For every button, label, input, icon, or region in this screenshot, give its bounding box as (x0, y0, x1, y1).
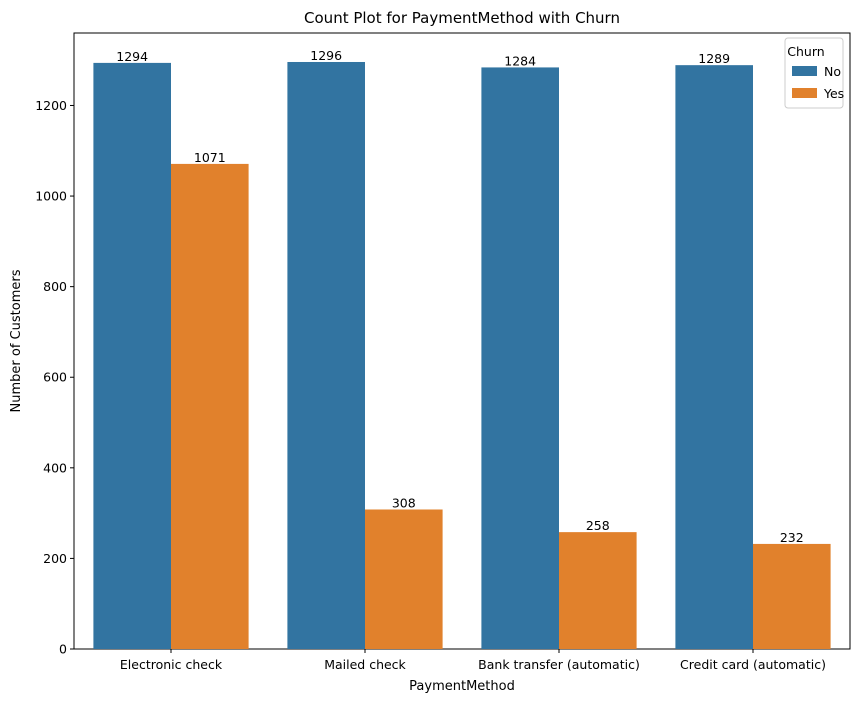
data-label: 1071 (194, 150, 226, 165)
data-label: 232 (780, 530, 804, 545)
y-tick-label: 0 (59, 642, 67, 657)
bar-no-2 (287, 61, 365, 650)
bar-no-1 (93, 62, 171, 650)
plot-area (73, 32, 851, 650)
y-tick-label: 1200 (35, 98, 67, 113)
legend-swatch-no (792, 66, 817, 76)
y-axis-title: Number of Customers (9, 269, 24, 412)
bar-yes-4 (753, 543, 831, 649)
y-tick-label: 400 (43, 460, 67, 475)
data-label: 258 (586, 518, 610, 533)
x-tick-label: Electronic check (120, 657, 223, 672)
data-labels: 1294 1296 1284 1289 1071 308 258 232 (116, 48, 803, 545)
legend-label-yes: Yes (823, 86, 844, 101)
bar-yes-1 (171, 163, 249, 649)
legend-label-no: No (824, 64, 841, 79)
legend-title: Churn (787, 44, 824, 59)
bar-yes-3 (559, 532, 637, 649)
y-tick-label: 200 (43, 551, 67, 566)
legend-swatch-yes (792, 88, 817, 98)
legend-items: No Yes (792, 64, 844, 101)
chart-title: Count Plot for PaymentMethod with Churn (304, 9, 620, 27)
x-tick-label: Credit card (automatic) (680, 657, 826, 672)
data-label: 1284 (504, 53, 536, 68)
y-tick-label: 1000 (35, 189, 67, 204)
bars (93, 61, 831, 650)
bar-no-3 (481, 67, 559, 650)
data-label: 308 (392, 495, 416, 510)
x-tick-label: Bank transfer (automatic) (478, 657, 640, 672)
data-label: 1289 (698, 51, 730, 66)
y-axis: 0 200 400 600 800 1000 1200 (35, 98, 74, 657)
y-tick-label: 600 (43, 370, 67, 385)
data-label: 1296 (310, 48, 342, 63)
x-axis-title: PaymentMethod (409, 679, 515, 694)
bar-yes-2 (365, 509, 443, 649)
bar-no-4 (675, 65, 753, 650)
x-tick-label: Mailed check (324, 657, 406, 672)
plot-frame (73, 32, 851, 650)
data-label: 1294 (116, 49, 148, 64)
x-axis: Electronic check Mailed check Bank transfe… (120, 649, 826, 672)
y-tick-label: 800 (43, 279, 67, 294)
legend: Churn No Yes (784, 37, 844, 109)
